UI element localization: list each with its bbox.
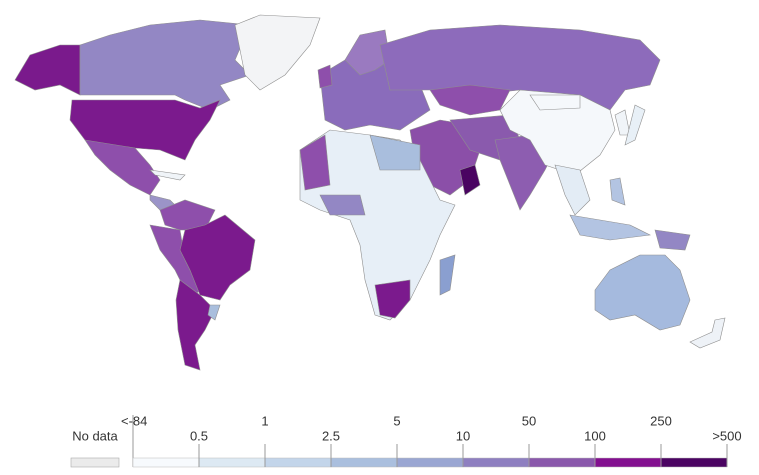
country xyxy=(299,129,456,321)
legend: No data <-84 0.5 1 2.5 5 10 50 100 250 >500 xyxy=(70,413,742,468)
country xyxy=(319,194,366,216)
country xyxy=(624,104,646,146)
legend-tick-label: 0.5 xyxy=(190,428,208,443)
legend-bin xyxy=(330,457,398,468)
legend-bin xyxy=(198,457,266,468)
legend-tick-label: 2.5 xyxy=(322,428,340,443)
country xyxy=(614,109,631,136)
legend-tick-label: 5 xyxy=(393,413,400,428)
no-data-swatch xyxy=(70,457,120,468)
country xyxy=(429,84,511,116)
legend-tick-label: <-84 xyxy=(121,413,147,428)
country xyxy=(317,64,333,89)
country xyxy=(175,279,216,371)
country xyxy=(594,254,691,331)
legend-tick-label: 100 xyxy=(584,428,606,443)
legend-tick-label: 1 xyxy=(261,413,268,428)
country xyxy=(459,164,481,196)
legend-bin xyxy=(660,457,728,468)
country xyxy=(439,254,456,296)
legend-tick-label: 250 xyxy=(650,413,672,428)
legend-bin xyxy=(396,457,464,468)
country xyxy=(609,177,626,206)
country xyxy=(374,279,411,319)
country xyxy=(79,19,251,111)
legend-bin xyxy=(594,457,662,468)
world-map xyxy=(14,14,726,371)
country xyxy=(654,229,691,251)
country xyxy=(689,317,726,349)
legend-bin xyxy=(264,457,332,468)
country xyxy=(499,89,616,176)
legend-tick-label: 50 xyxy=(522,413,536,428)
country xyxy=(179,214,256,301)
legend-bin xyxy=(462,457,530,468)
country xyxy=(14,44,81,96)
country xyxy=(207,304,221,321)
country xyxy=(149,169,186,181)
legend-bin xyxy=(528,457,596,468)
country xyxy=(569,214,652,241)
no-data-label: No data xyxy=(72,428,118,443)
country xyxy=(369,134,421,171)
legend-tick-label: 10 xyxy=(456,428,470,443)
legend-tick-label: >500 xyxy=(712,428,741,443)
country xyxy=(299,134,331,191)
country xyxy=(234,14,321,91)
legend-bin xyxy=(132,457,200,468)
country xyxy=(529,94,581,111)
country xyxy=(554,164,591,216)
